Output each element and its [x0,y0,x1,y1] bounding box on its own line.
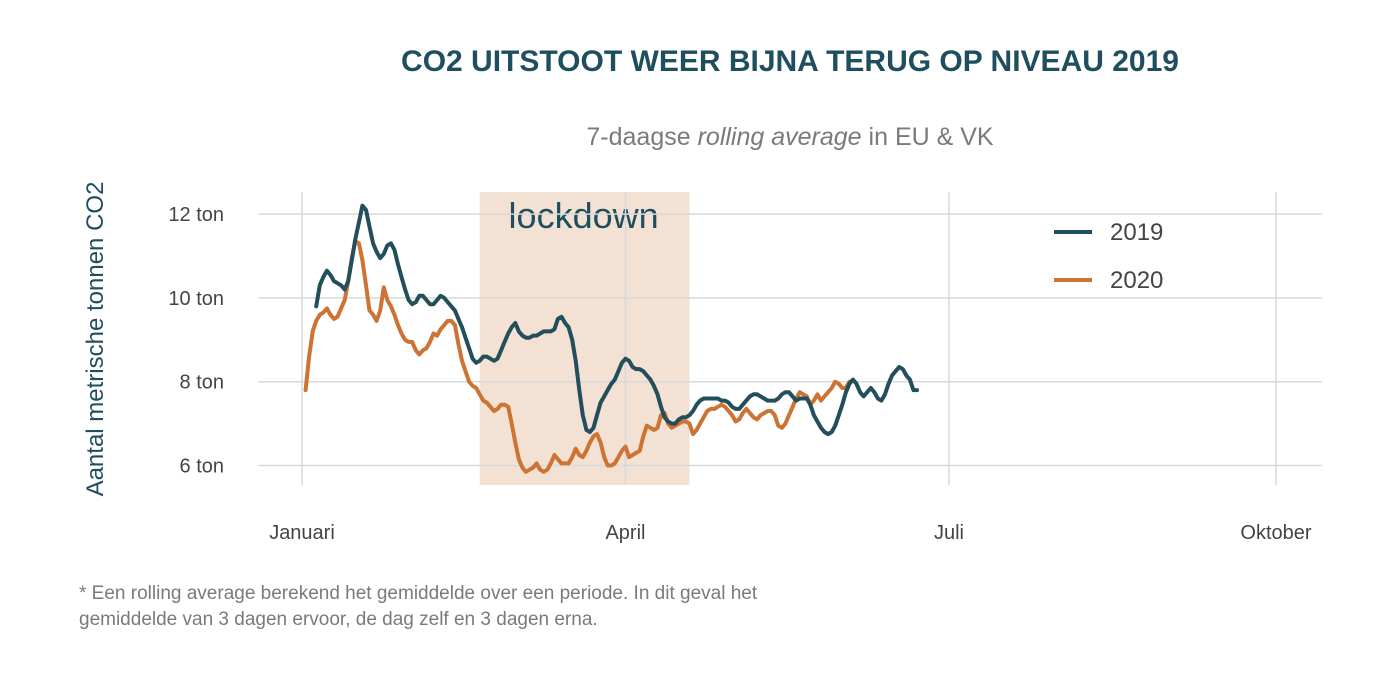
y-tick-label: 10 ton [168,288,224,310]
y-tick-label: 6 ton [180,456,224,478]
series-line-2020 [303,239,852,474]
series-lines [303,203,919,474]
x-tick-label: April [605,522,645,544]
subtitle-emphasis: rolling average [698,123,862,151]
y-tick-label: 8 ton [180,372,224,394]
legend-label-2019: 2019 [1110,219,1163,246]
x-tick-label: Juli [934,522,964,544]
legend-label-2020: 2020 [1110,267,1163,294]
series-line-2019 [314,203,919,437]
x-tick-label: Januari [269,522,335,544]
y-axis-ticks: 6 ton 8 ton 10 ton 12 ton [168,204,224,477]
subtitle-prefix: 7-daagse [586,123,697,151]
x-tick-label: Oktober [1240,522,1311,544]
chart-title: CO2 UITSTOOT WEER BIJNA TERUG OP NIVEAU … [401,45,1179,78]
lockdown-annotation: lockdown [479,192,690,485]
footnote: * Een rolling average berekend het gemid… [79,581,979,633]
footnote-line-2: gemiddelde van 3 dagen ervoor, de dag ze… [79,609,598,630]
gridlines [258,192,1322,485]
chart-subtitle: 7-daagse rolling average in EU & VK [586,123,994,151]
subtitle-suffix: in EU & VK [862,123,994,151]
x-axis-ticks: Januari April Juli Oktober [269,522,1312,544]
footnote-line-1: * Een rolling average berekend het gemid… [79,583,758,604]
lockdown-label: lockdown [509,195,659,236]
legend: 2019 2020 [1054,219,1163,294]
y-axis-label: Aantal metrische tonnen CO2 [82,182,109,497]
y-tick-label: 12 ton [168,204,224,226]
